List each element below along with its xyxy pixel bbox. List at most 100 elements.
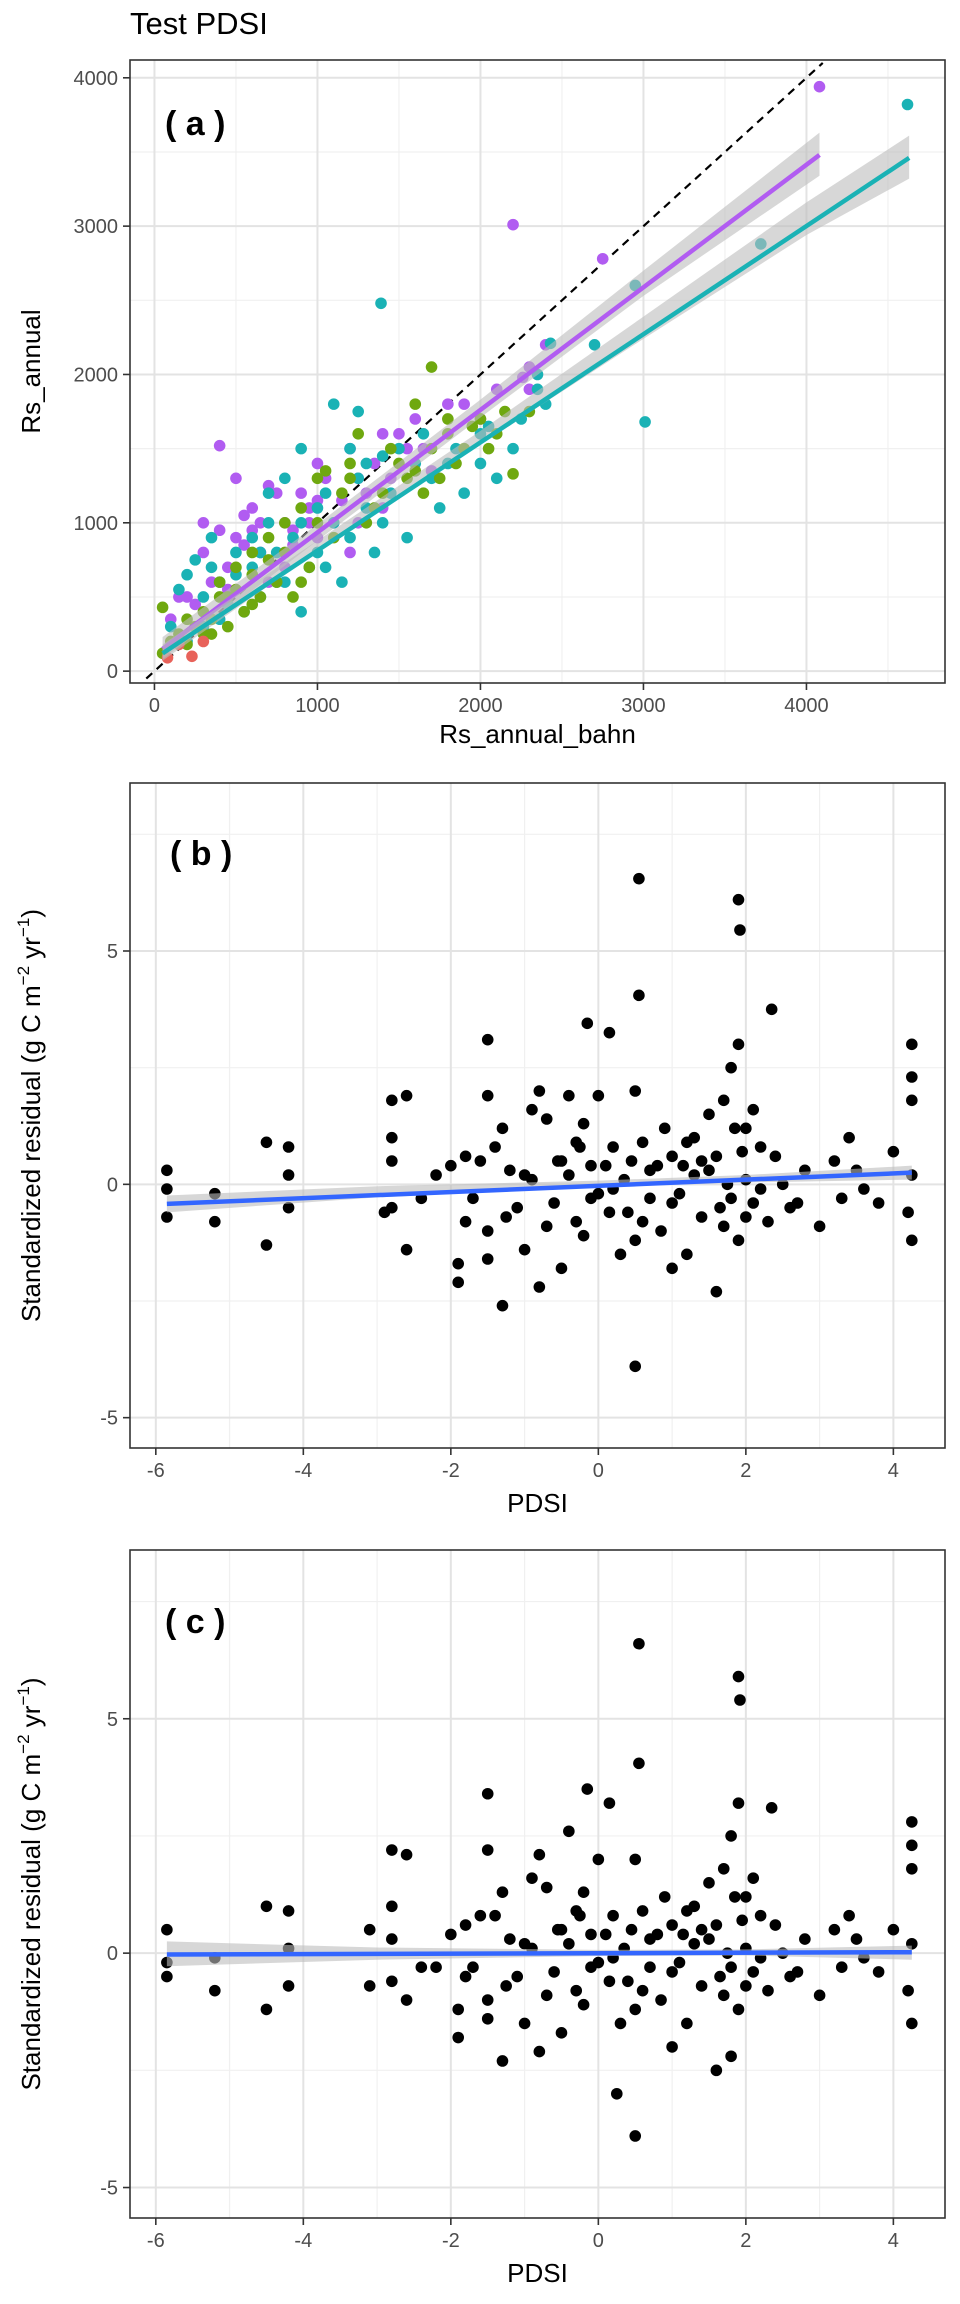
data-point [734,924,746,936]
data-point [666,1197,678,1209]
panel-border-a [129,59,946,684]
data-point [254,591,267,603]
data-point [295,517,307,529]
data-point [681,1905,693,1917]
x-tick-label: 1000 [295,695,340,717]
data-point [442,413,454,425]
data-point [629,2130,642,2142]
axes-b: -6 -4 -2 0 2 4 -5 0 5 [100,941,899,1482]
data-point [651,1928,664,1941]
data-point [596,252,609,265]
data-point [681,1136,693,1149]
data-point [270,487,283,499]
data-point [577,1117,590,1130]
panel-label-a: ( a ) [165,105,225,143]
data-point [209,1215,221,1228]
data-point [161,1211,173,1223]
data-point [238,606,250,618]
x-tick-label: 0 [593,2230,604,2252]
data-point [835,1192,848,1205]
data-point [902,1206,914,1219]
data-point [409,413,422,425]
data-point [526,1103,538,1116]
data-point [230,472,242,485]
panel-b-chart: -6 -4 -2 0 2 4 -5 0 5 PDSI Standardized residual (… [14,782,946,1518]
x-tick-label: 3000 [621,695,666,717]
data-point [433,472,446,485]
data-point [518,2017,531,2030]
data-point [629,1234,642,1247]
data-point [540,1989,553,2002]
data-point [740,1980,752,1992]
plot-background-c [130,1550,945,2218]
data-point [629,1360,642,1373]
data-point [732,1797,745,1809]
data-point [452,1276,465,1289]
data-point [633,989,645,1002]
data-point [523,383,536,396]
data-point [695,1980,708,1992]
data-point [769,1150,782,1163]
fit-line-teal [161,156,911,656]
data-point [400,1994,413,2006]
data-point [197,517,210,529]
data-point [230,561,242,574]
x-tick-label: -2 [442,1460,460,1482]
data-point [173,583,185,596]
data-point [581,1783,594,1795]
data-point [872,1966,885,1978]
data-point [843,1131,855,1144]
data-point [610,2087,623,2100]
data-point [344,442,356,455]
data-point [563,1089,575,1102]
y-tick-label: 5 [107,941,118,963]
data-point [717,1989,730,2002]
data-point [633,1757,645,1770]
x-tick-label: 2 [740,2230,751,2252]
data-point [303,561,316,574]
data-point [205,576,218,588]
data-point [459,1215,472,1228]
data-point [906,1094,918,1107]
data-point [533,1281,546,1293]
data-point [482,442,495,455]
data-point [732,1670,745,1683]
y-tick-label: 3000 [74,216,119,238]
y-axis-title: Rs_annual [16,309,46,433]
data-point [540,1881,553,1894]
data-point [481,1225,494,1237]
data-point [386,1131,398,1144]
data-point [363,1980,376,1992]
data-point [555,1262,568,1275]
fit-line [166,1949,912,1957]
data-point [279,576,291,588]
data-point [161,1183,173,1195]
data-point [791,1966,804,1978]
data-point [156,601,169,614]
data-point [368,457,381,470]
plot-background-b [130,783,945,1448]
data-point [629,1853,642,1866]
y-axis-close: ) [16,1677,46,1686]
data-point [481,1253,494,1265]
data-point [481,1787,494,1800]
data-point [189,598,201,611]
data-point [246,502,259,514]
data-point [386,1155,398,1167]
data-point [279,517,291,529]
data-point [710,2064,723,2077]
data-point [458,398,470,410]
data-point [507,468,519,480]
data-point [344,472,356,485]
data-point [489,1909,501,1922]
y-tick-label: -5 [100,2178,118,2200]
data-point [633,1637,645,1650]
data-point [533,1085,546,1097]
data-point [585,1928,597,1941]
data-point [655,1225,667,1237]
x-axis-title: PDSI [507,1488,568,1518]
y-tick-label: 2000 [74,364,119,386]
data-point [260,1900,273,1913]
data-point [592,1853,605,1866]
data-point [481,1844,494,1856]
